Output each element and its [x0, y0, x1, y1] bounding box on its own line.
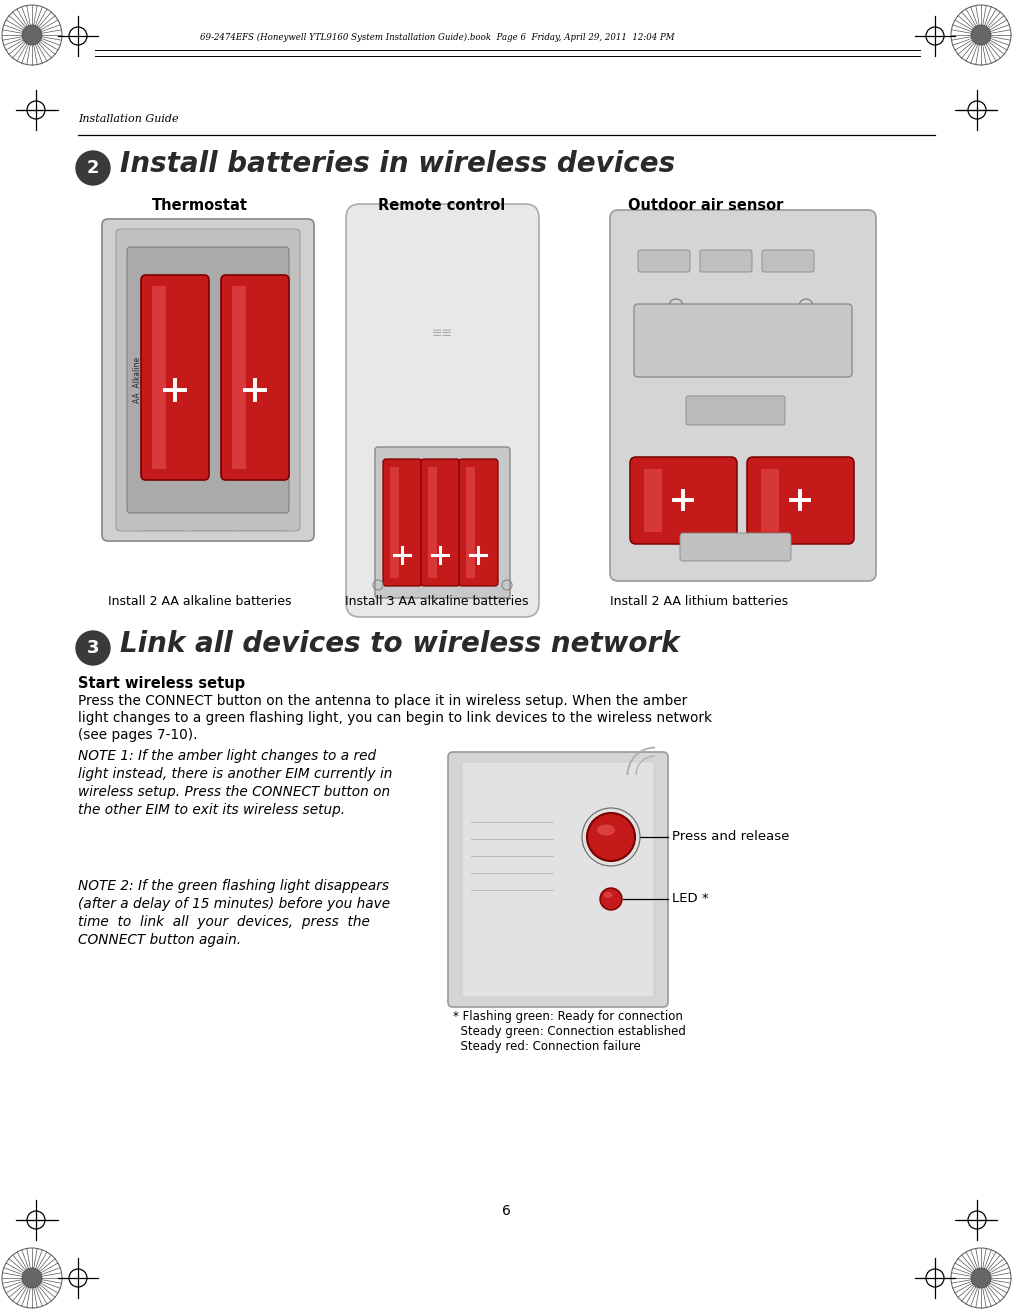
Text: Installation Guide: Installation Guide [78, 114, 178, 125]
FancyBboxPatch shape [221, 276, 289, 480]
Circle shape [76, 631, 110, 665]
FancyBboxPatch shape [686, 396, 785, 425]
Text: AA  Alkaline: AA Alkaline [134, 357, 143, 403]
Circle shape [971, 1267, 991, 1288]
Bar [761, 468, 779, 531]
Text: (after a delay of 15 minutes) before you have: (after a delay of 15 minutes) before you… [78, 897, 390, 911]
Text: 69-2474EFS (Honeywell YTL9160 System Installation Guide).book  Page 6  Friday, A: 69-2474EFS (Honeywell YTL9160 System Ins… [200, 33, 675, 42]
Text: Press the CONNECT button on the antenna to place it in wireless setup. When the : Press the CONNECT button on the antenna … [78, 694, 687, 708]
FancyBboxPatch shape [383, 459, 422, 586]
FancyBboxPatch shape [102, 219, 314, 541]
FancyBboxPatch shape [375, 447, 510, 598]
Text: Thermostat: Thermostat [152, 198, 248, 213]
Text: (see pages 7-10).: (see pages 7-10). [78, 728, 198, 743]
Ellipse shape [604, 892, 613, 897]
Text: 2: 2 [87, 159, 99, 177]
Text: time  to  link  all  your  devices,  press  the: time to link all your devices, press the [78, 914, 370, 929]
FancyBboxPatch shape [116, 230, 300, 531]
FancyBboxPatch shape [448, 752, 668, 1008]
Bar [644, 468, 663, 531]
Bar [390, 467, 399, 579]
Circle shape [22, 1267, 42, 1288]
FancyBboxPatch shape [127, 247, 289, 513]
Text: NOTE 2: If the green flashing light disappears: NOTE 2: If the green flashing light disa… [78, 879, 389, 893]
Circle shape [971, 25, 991, 45]
FancyBboxPatch shape [459, 459, 498, 586]
FancyBboxPatch shape [747, 457, 854, 544]
FancyBboxPatch shape [700, 251, 752, 272]
Bar [428, 467, 437, 579]
Text: Press and release: Press and release [672, 830, 789, 844]
Text: NOTE 1: If the amber light changes to a red: NOTE 1: If the amber light changes to a … [78, 749, 376, 764]
Ellipse shape [597, 824, 615, 836]
Text: * Flashing green: Ready for connection: * Flashing green: Ready for connection [453, 1010, 683, 1023]
Circle shape [587, 813, 635, 861]
Text: Install 3 AA alkaline batteries: Install 3 AA alkaline batteries [345, 596, 529, 607]
Text: Outdoor air sensor: Outdoor air sensor [628, 198, 783, 213]
Text: Link all devices to wireless network: Link all devices to wireless network [120, 630, 680, 659]
Text: Steady red: Connection failure: Steady red: Connection failure [453, 1040, 641, 1054]
FancyBboxPatch shape [610, 210, 876, 581]
Circle shape [600, 888, 622, 911]
Text: LED *: LED * [672, 892, 709, 905]
Text: light changes to a green flashing light, you can begin to link devices to the wi: light changes to a green flashing light,… [78, 711, 712, 726]
FancyBboxPatch shape [680, 533, 791, 562]
Text: Install 2 AA lithium batteries: Install 2 AA lithium batteries [610, 596, 788, 607]
Text: 6: 6 [501, 1204, 511, 1218]
Text: Remote control: Remote control [378, 198, 505, 213]
Circle shape [76, 151, 110, 185]
Bar [232, 286, 246, 468]
Text: Install batteries in wireless devices: Install batteries in wireless devices [120, 150, 675, 178]
Text: 3: 3 [87, 639, 99, 657]
FancyBboxPatch shape [634, 304, 852, 377]
FancyBboxPatch shape [421, 459, 460, 586]
Bar [466, 467, 475, 579]
FancyBboxPatch shape [141, 276, 209, 480]
FancyBboxPatch shape [346, 203, 539, 617]
Text: ≡≡: ≡≡ [432, 327, 453, 340]
Text: Install 2 AA alkaline batteries: Install 2 AA alkaline batteries [108, 596, 292, 607]
FancyBboxPatch shape [762, 251, 814, 272]
FancyBboxPatch shape [462, 762, 654, 997]
Circle shape [22, 25, 42, 45]
Text: Start wireless setup: Start wireless setup [78, 676, 245, 691]
Text: the other EIM to exit its wireless setup.: the other EIM to exit its wireless setup… [78, 803, 345, 817]
Text: wireless setup. Press the CONNECT button on: wireless setup. Press the CONNECT button… [78, 785, 390, 799]
FancyBboxPatch shape [630, 457, 737, 544]
Text: light instead, there is another EIM currently in: light instead, there is another EIM curr… [78, 768, 392, 781]
Text: CONNECT button again.: CONNECT button again. [78, 933, 241, 947]
FancyBboxPatch shape [638, 251, 690, 272]
Text: Steady green: Connection established: Steady green: Connection established [453, 1025, 686, 1038]
Bar [152, 286, 166, 468]
